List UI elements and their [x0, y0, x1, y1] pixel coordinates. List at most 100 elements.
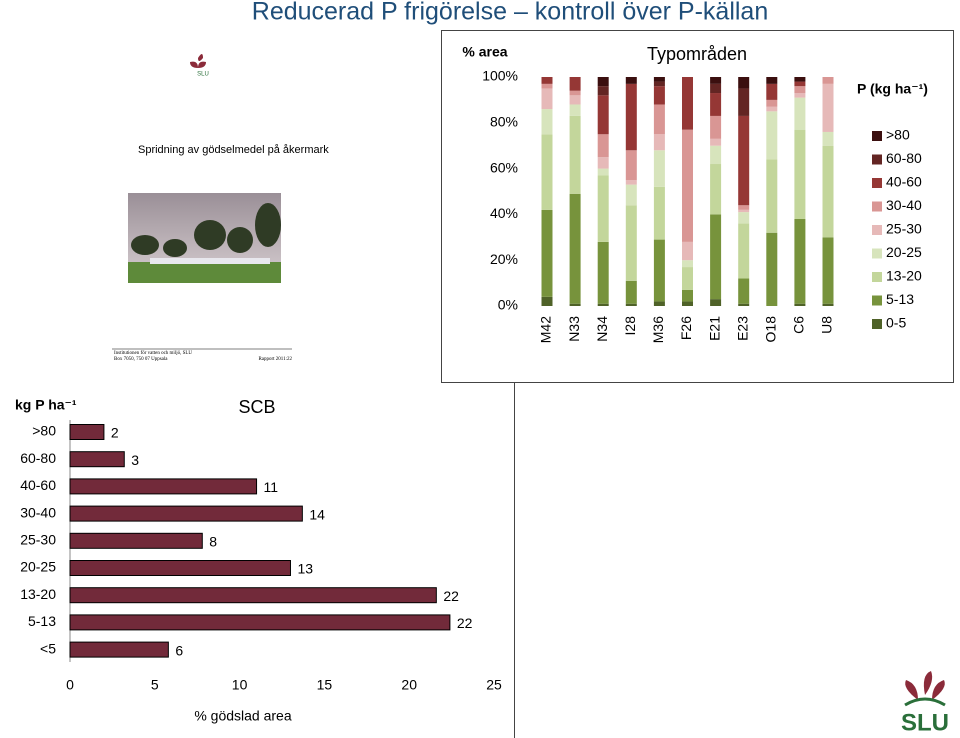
bar-segment [738, 88, 750, 116]
bar-segment [766, 111, 778, 160]
x-tick-label: N33 [566, 316, 582, 342]
legend-swatch [872, 295, 882, 306]
y-tick-label: >80 [32, 423, 56, 439]
x-tick-label: 10 [232, 677, 248, 693]
cover-address: Box 7050, 750 07 Uppsala [114, 357, 168, 362]
bar-segment [682, 267, 693, 290]
legend-swatch [872, 131, 882, 141]
bar-segment [794, 218, 806, 304]
slide-title: Reducerad P frigörelse – kontroll över P… [252, 0, 768, 26]
bar-segment [541, 134, 553, 210]
bar-segment [738, 209, 750, 213]
value-label: 22 [457, 615, 473, 631]
y-tick-label: 60% [490, 159, 518, 175]
bar-segment [710, 93, 722, 116]
legend-label: 5-13 [886, 291, 914, 307]
bar-segment [625, 77, 637, 84]
bar-segment [569, 193, 581, 304]
x-tick-label: I28 [622, 316, 638, 336]
bar-segment [710, 164, 722, 215]
bar-segment [597, 86, 609, 96]
legend-title: P (kg ha⁻¹) [857, 81, 928, 97]
x-tick-label: M36 [650, 316, 666, 343]
x-tick-label: 25 [486, 677, 502, 693]
bar-segment [710, 115, 722, 139]
bar-segment [569, 95, 581, 105]
value-label: 22 [443, 588, 459, 604]
bar-segment [682, 260, 693, 268]
bar [69, 478, 258, 495]
bar-segment [738, 77, 750, 89]
logo-text: SLU [901, 709, 949, 736]
stacked-chart-frame [441, 30, 954, 383]
y-tick-label: 0% [498, 297, 518, 313]
bar-segment [541, 83, 553, 89]
legend-label: >80 [886, 127, 910, 143]
bar-segment [597, 134, 609, 158]
cover-trees [131, 203, 281, 257]
bar-segment [738, 223, 750, 279]
bar-segment [822, 237, 834, 304]
bar-segment [597, 303, 609, 306]
y-tick-label: 40% [490, 205, 518, 221]
bar-segment [653, 86, 665, 105]
bar-segment [766, 232, 778, 306]
bar [69, 424, 105, 440]
bar [69, 505, 303, 522]
x-tick-label: 15 [317, 677, 333, 693]
bar-segment [653, 150, 665, 187]
bar-segment [625, 150, 637, 181]
bar [69, 451, 125, 468]
value-label: 13 [297, 561, 313, 577]
x-tick-label: E23 [734, 316, 750, 341]
x-tick-label: U8 [819, 316, 835, 334]
bar-segment [738, 278, 750, 304]
bar [69, 641, 169, 658]
y-tick-label: 40-60 [20, 477, 56, 493]
legend-swatch [872, 178, 882, 188]
x-tick-label: 0 [66, 677, 74, 693]
bar-segment [541, 109, 553, 135]
bar-segment [710, 145, 722, 165]
y-axis-label: kg P ha⁻¹ [15, 397, 77, 413]
legend-swatch [872, 319, 882, 329]
bar-segment [625, 280, 637, 304]
y-tick-label: 20% [490, 251, 518, 267]
x-tick-label: O18 [763, 316, 779, 343]
bar [69, 532, 203, 549]
chart-title: Typområden [647, 44, 747, 64]
cover-institution: Institutionen för vatten och miljö, SLU [114, 351, 192, 356]
bar-segment [710, 299, 722, 306]
bar-segment [794, 303, 806, 306]
bar-segment [682, 241, 693, 261]
bar-segment [794, 97, 806, 130]
bar-segment [822, 303, 834, 306]
bar [69, 587, 437, 604]
y-tick-label: <5 [40, 640, 56, 656]
y-tick-label: 13-20 [20, 586, 56, 602]
bar-segment [794, 86, 806, 94]
bar-segment [682, 129, 693, 242]
value-label: 8 [209, 534, 217, 550]
cover-logo-mark [190, 54, 206, 68]
bar [69, 614, 451, 631]
y-tick-label: 25-30 [20, 532, 56, 548]
bar-segment [822, 145, 834, 238]
bar-segment [766, 83, 778, 100]
bar-segment [597, 175, 609, 242]
legend-label: 60-80 [886, 150, 922, 166]
bar-segment [766, 99, 778, 107]
bar-segment [541, 209, 553, 297]
bar-segment [794, 93, 806, 98]
bar-segment [597, 77, 609, 87]
bar-segment [710, 77, 722, 84]
bar-segment [625, 184, 637, 206]
bar-segment [541, 296, 553, 306]
legend-label: 25-30 [886, 221, 922, 237]
legend-label: 40-60 [886, 174, 922, 190]
slu-logo: SLU [901, 671, 949, 736]
bar-segment [738, 205, 750, 210]
bar-segment [597, 157, 609, 169]
bar-segment [569, 104, 581, 116]
bar-segment [794, 81, 806, 87]
